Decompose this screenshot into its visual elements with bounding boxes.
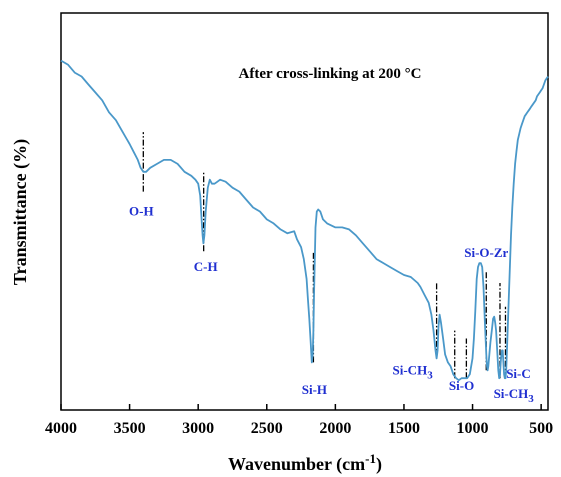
peak-label: Si-CH3 [494, 386, 535, 405]
y-axis-title: Transmittance (%) [10, 139, 31, 285]
peak-label: Si-O [449, 378, 474, 393]
peak-label: Si-CH3 [393, 362, 434, 381]
x-tick-label: 2000 [319, 420, 351, 437]
peak-label-text: Si-H [302, 382, 327, 397]
x-axis-title-close: ) [376, 454, 382, 475]
peak-label: Si-O-Zr [464, 245, 508, 260]
peak-label: Si-C [506, 366, 531, 381]
peak-label-text: Si-O [449, 378, 474, 393]
x-axis-title-superscript: -1 [365, 451, 376, 466]
peak-label: C-H [194, 259, 218, 274]
x-tick-label: 2500 [251, 420, 283, 437]
x-tick-label: 3000 [182, 420, 214, 437]
x-axis-ticks: 4000 3500 3000 2500 2000 1500 1000 500 [45, 404, 553, 437]
peak-label: Si-H [302, 382, 327, 397]
peak-label-text: Si-C [506, 366, 531, 381]
peak-label-text: Si-CH [494, 386, 529, 401]
x-tick-label: 1000 [457, 420, 489, 437]
peak-label-text: C-H [194, 259, 218, 274]
peak-label-text: Si-CH [393, 362, 428, 377]
x-tick-label: 3500 [114, 420, 146, 437]
peak-label: O-H [129, 203, 154, 218]
spectrum-line [60, 59, 549, 382]
peak-marker-group [142, 132, 507, 379]
x-axis-title: Wavenumber (cm-1) [228, 451, 382, 475]
plot-frame [60, 12, 549, 411]
x-tick-label: 1500 [388, 420, 420, 437]
peak-label-subscript: 3 [427, 369, 433, 381]
x-tick-label: 500 [529, 420, 553, 437]
peak-label-text: Si-O-Zr [464, 245, 508, 260]
peak-label-text: O-H [129, 203, 154, 218]
peak-label-subscript: 3 [528, 393, 534, 405]
x-tick-label: 4000 [45, 420, 77, 437]
annotation-title: After cross-linking at 200 °C [239, 66, 422, 82]
x-axis-title-main: Wavenumber (cm [228, 454, 365, 475]
